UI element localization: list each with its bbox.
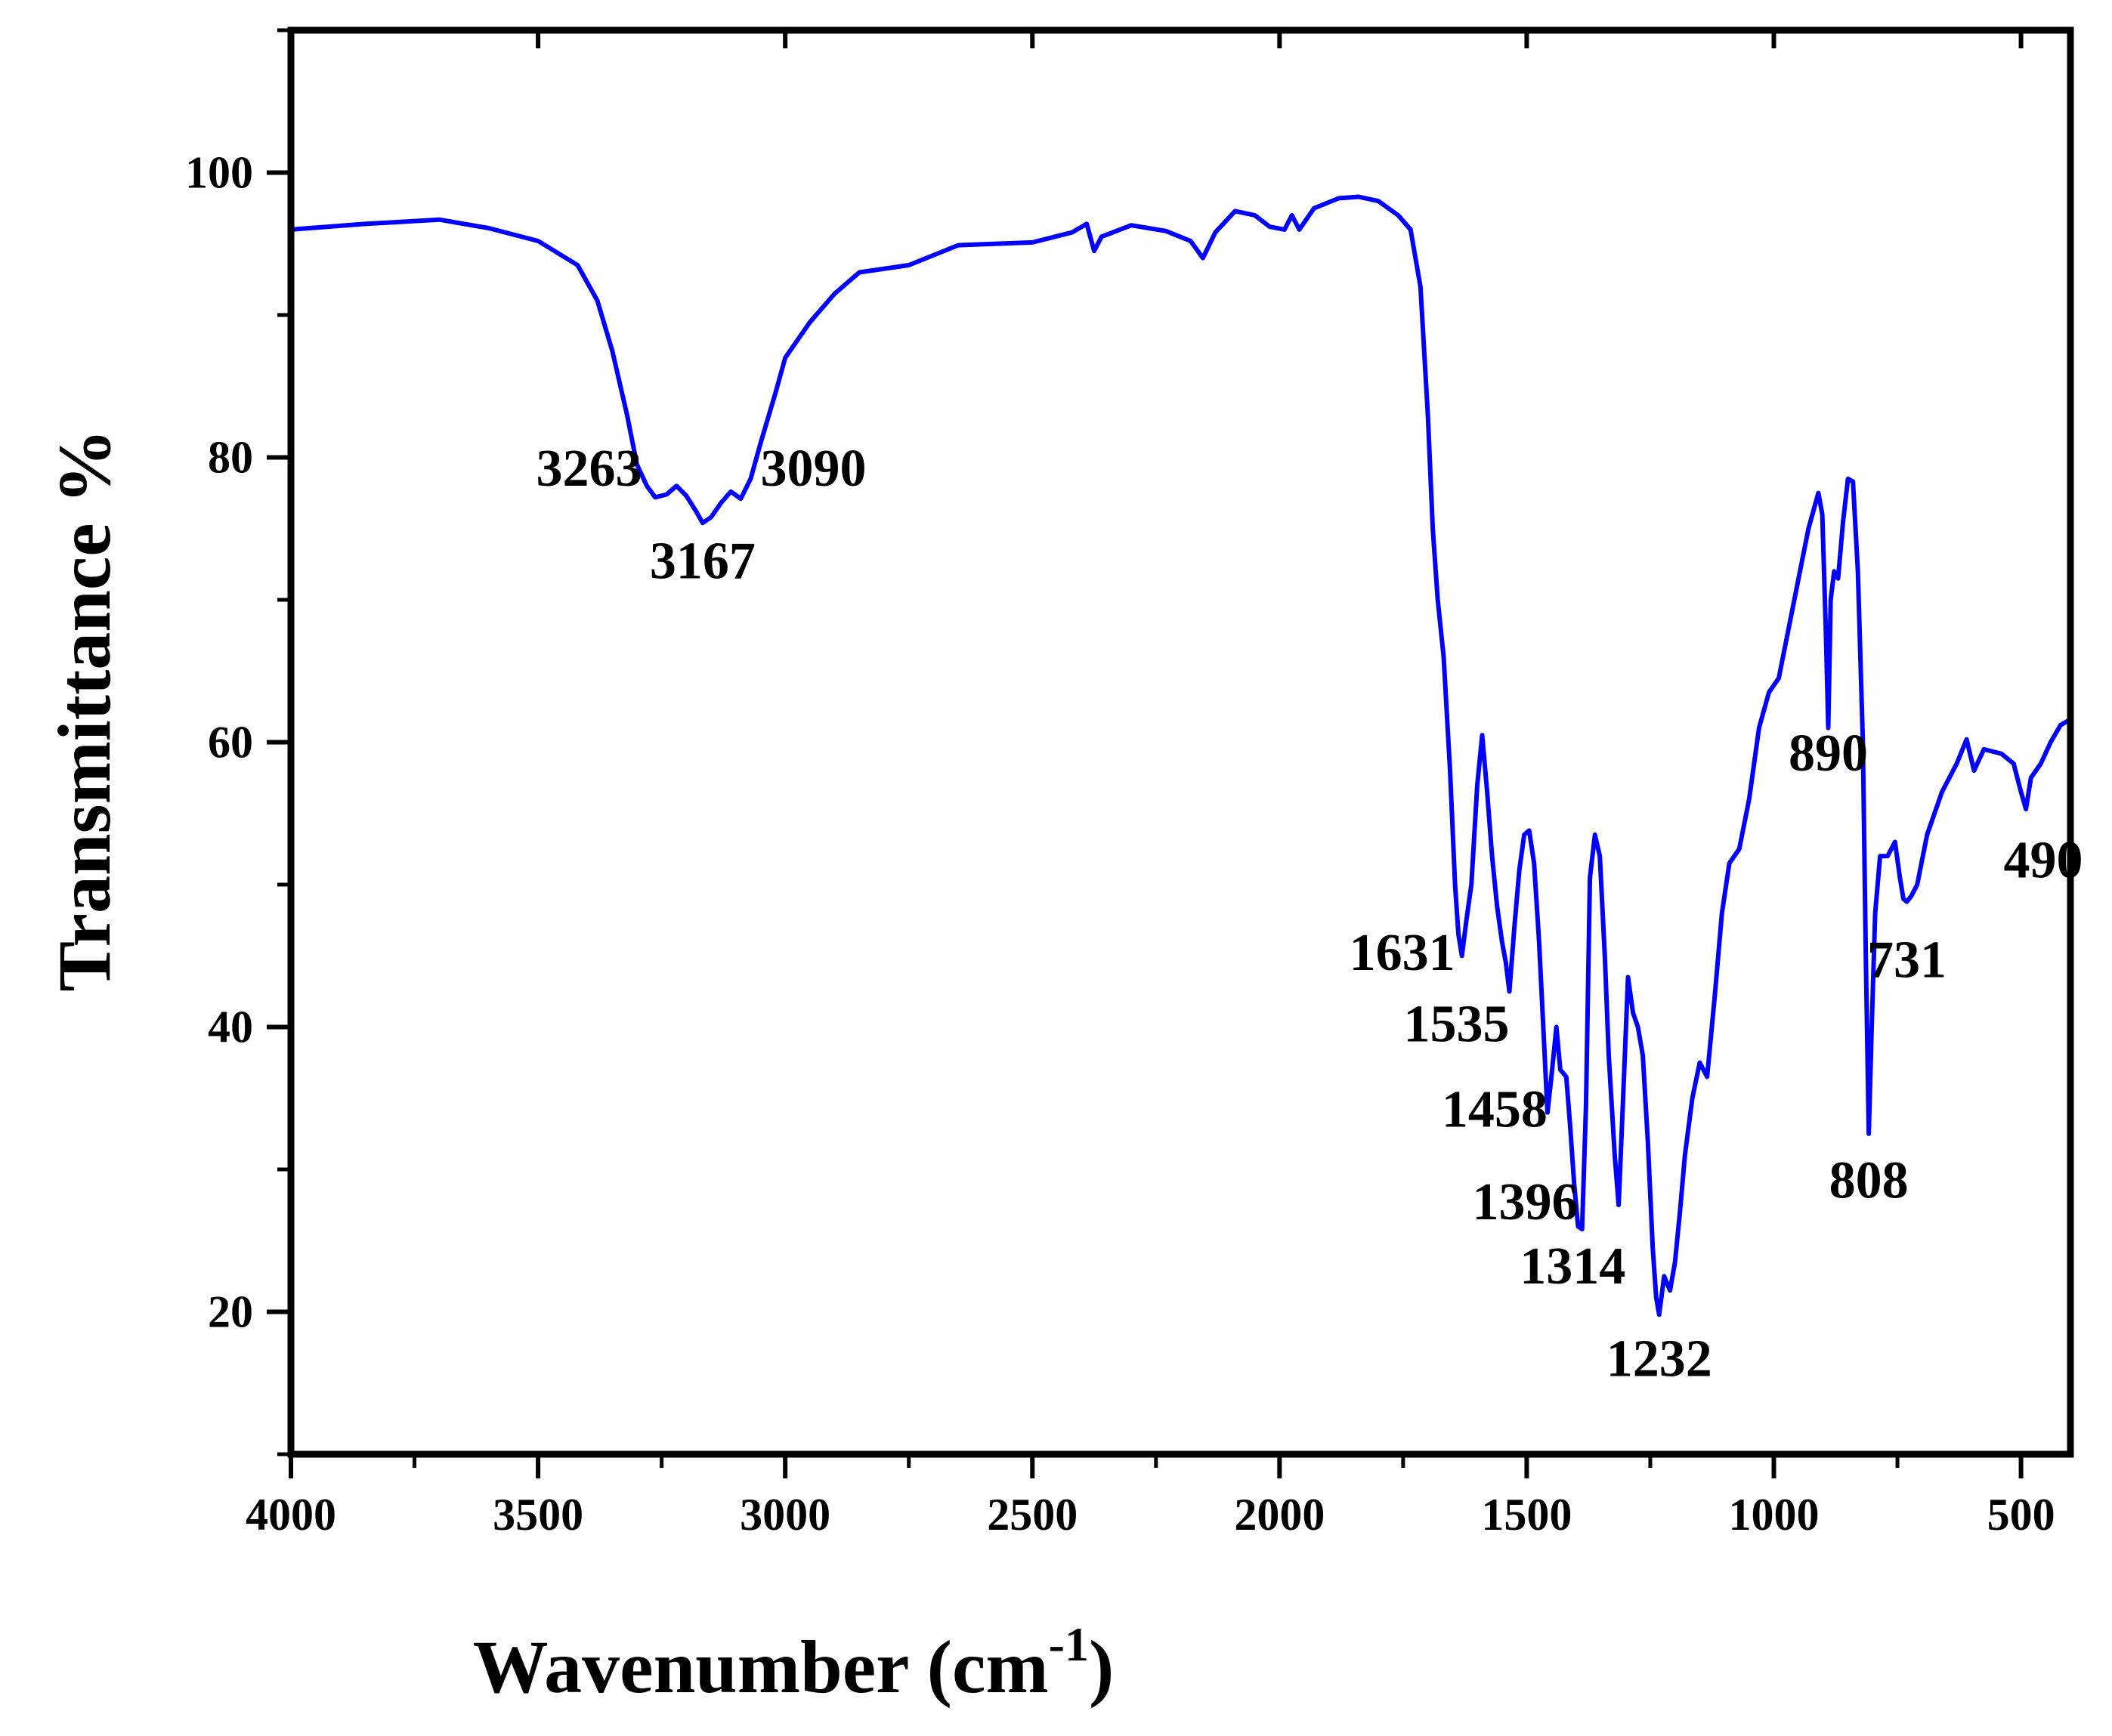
peak-label-731: 731 <box>1867 931 1947 990</box>
x-axis-title: Wavenumber (cm-1) <box>473 1617 1115 1709</box>
y-tick-label: 80 <box>208 433 253 483</box>
peak-label-1631: 1631 <box>1350 924 1455 982</box>
peak-label-1396: 1396 <box>1472 1173 1578 1231</box>
x-axis-title-superscript: -1 <box>1049 1617 1089 1671</box>
series-layer <box>289 194 2070 1317</box>
y-tick-label: 40 <box>208 1002 253 1052</box>
peak-label-3090: 3090 <box>760 440 866 498</box>
x-tick-label: 4000 <box>246 1490 336 1540</box>
peak-label-890: 890 <box>1789 724 1868 783</box>
peak-label-3263: 3263 <box>536 440 642 498</box>
x-axis-title-main: Wavenumber (cm <box>473 1625 1049 1709</box>
peak-label-3167: 3167 <box>650 533 756 591</box>
series-line-0 <box>289 194 2070 1317</box>
peak-label-1232: 1232 <box>1606 1330 1712 1388</box>
y-tick-label: 20 <box>208 1287 253 1337</box>
y-axis-title: Transmittance % <box>42 428 126 991</box>
x-tick-label: 2000 <box>1234 1490 1325 1540</box>
ticks-layer: 4000 3500 3000 2500 2000 1500 1000 500 20 40 60 80 1… <box>185 28 2055 1540</box>
peak-label-808: 808 <box>1829 1152 1909 1210</box>
peak-label-490: 490 <box>2004 832 2083 890</box>
x-tick-label: 2500 <box>987 1490 1078 1540</box>
peak-label-1458: 1458 <box>1442 1080 1548 1138</box>
peak-label-1314: 1314 <box>1520 1237 1625 1296</box>
x-tick-label: 1000 <box>1729 1490 1820 1540</box>
x-tick-label: 3500 <box>493 1490 583 1540</box>
y-tick-label: 60 <box>208 718 253 768</box>
y-tick-label: 100 <box>185 148 253 198</box>
x-tick-label: 500 <box>1987 1490 2055 1540</box>
x-axis-title-close: ) <box>1089 1625 1114 1709</box>
x-tick-label: 3000 <box>740 1490 830 1540</box>
x-tick-label: 1500 <box>1481 1490 1572 1540</box>
peak-label-1535: 1535 <box>1404 995 1510 1053</box>
